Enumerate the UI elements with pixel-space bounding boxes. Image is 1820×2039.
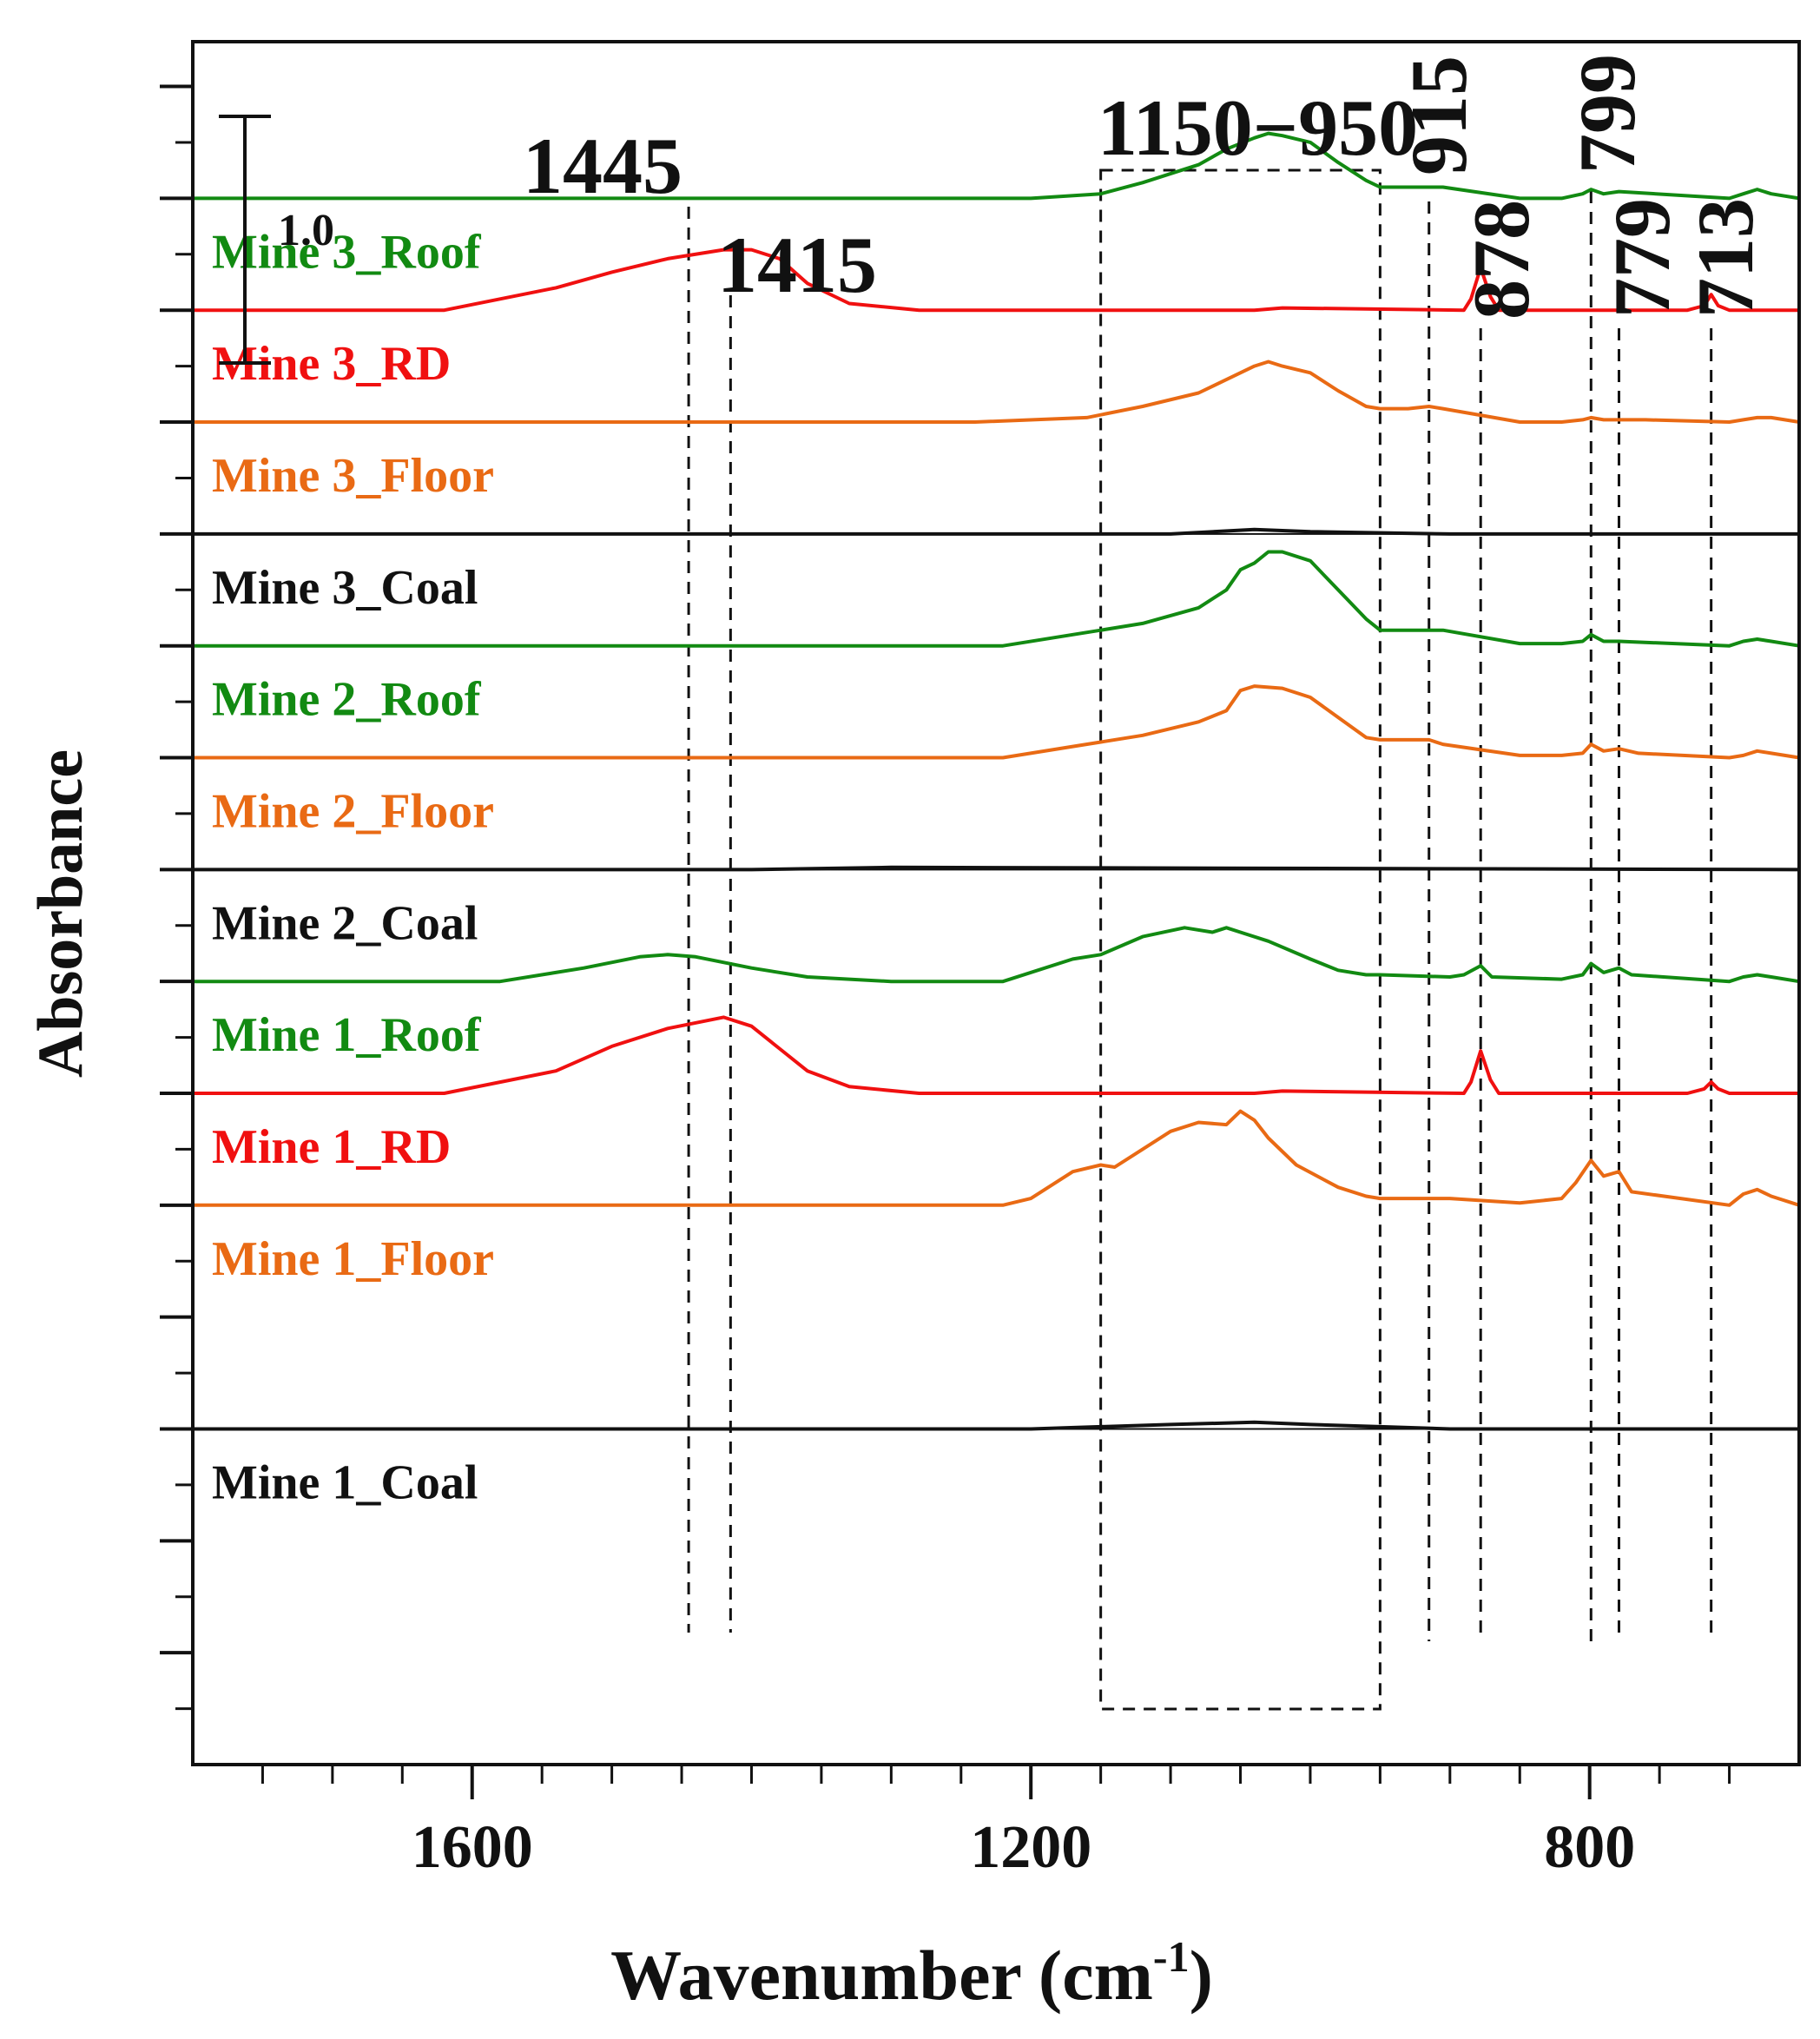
series-label-mine-1-rd: Mine 1_RD — [212, 1120, 451, 1174]
series-label-mine-2-floor: Mine 2_Floor — [212, 785, 494, 839]
y-axis-label: Absorbance — [25, 749, 96, 1078]
spectrum-mine-3-rd — [191, 247, 1801, 313]
series-label-mine-1-coal: Mine 1_Coal — [212, 1456, 478, 1510]
annotation-799: 799 — [1563, 54, 1652, 174]
spectrum-mine-2-roof — [191, 550, 1801, 648]
series-label-mine-3-coal: Mine 3_Coal — [212, 561, 478, 615]
annotation-1445: 1445 — [523, 122, 682, 210]
spectrum-mine-3-coal — [191, 527, 1801, 536]
x-tick-label-1600: 1600 — [412, 1814, 533, 1881]
spectrum-mine-1-rd — [191, 1015, 1801, 1095]
series-label-mine-1-floor: Mine 1_Floor — [212, 1232, 494, 1286]
spectrum-mine-3-roof — [191, 131, 1801, 201]
spectrum-mine-2-coal — [191, 865, 1801, 872]
spectrum-mine-1-roof — [191, 926, 1801, 984]
annotation-779: 779 — [1598, 198, 1686, 318]
spectrum-mine-2-floor — [191, 684, 1801, 760]
plot-frame — [191, 40, 1801, 1766]
annotation-guides — [687, 168, 1713, 1711]
x-tick-label-1200: 1200 — [970, 1814, 1091, 1881]
annotation-878: 878 — [1457, 200, 1546, 320]
series-label-mine-2-coal: Mine 2_Coal — [212, 896, 478, 950]
annotation-713: 713 — [1681, 198, 1770, 318]
dashed-box-1150-950 — [1099, 168, 1381, 1711]
series-label-mine-3-floor: Mine 3_Floor — [212, 449, 494, 503]
annotation-915: 915 — [1395, 56, 1483, 175]
annotation-1150-950: 1150−950 — [1098, 83, 1418, 172]
scale-bar-label: 1.0 — [278, 206, 334, 255]
x-tick-label-800: 800 — [1544, 1814, 1635, 1881]
spectrum-mine-1-floor — [191, 1109, 1801, 1207]
series-label-mine-2-roof: Mine 2_Roof — [212, 673, 482, 727]
spectrum-mine-1-coal — [191, 1420, 1801, 1431]
series-label-mine-1-roof: Mine 1_Roof — [212, 1008, 482, 1062]
axes: 1600 1200 800 — [160, 40, 1801, 1881]
annotation-1415: 1415 — [717, 221, 877, 309]
spectra-series — [191, 131, 1801, 1431]
spectrum-mine-3-floor — [191, 360, 1801, 424]
scale-bar: 1.0 — [219, 115, 334, 365]
x-axis-label: Wavenumber (cm-1) — [610, 1932, 1213, 2015]
series-label-mine-3-roof: Mine 3_Roof — [212, 225, 482, 279]
